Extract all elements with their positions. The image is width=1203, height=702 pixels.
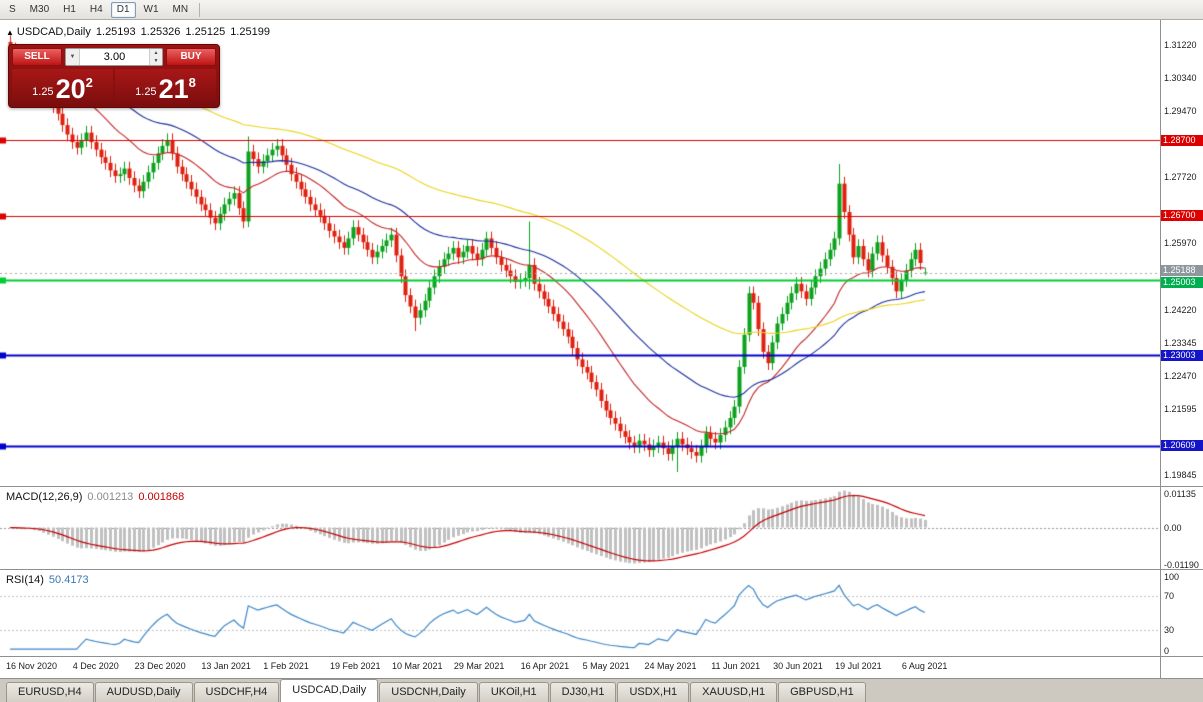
one-click-trading-panel: SELL ▼ 3.00 ▲ ▼ BUY 1.25 20 2 1.25 21 8 [8,44,220,108]
time-axis-label: 10 Mar 2021 [391,661,443,671]
price-badge-1.25003: 1.25003 [1161,276,1203,288]
chart-tab-audusd-daily[interactable]: AUDUSD,Daily [94,682,193,702]
time-axis-label: 11 Jun 2021 [711,661,761,671]
time-axis-label: 19 Feb 2021 [330,661,381,671]
rsi-axis-label: 30 [1164,625,1175,636]
chart-tab-usdcad-daily[interactable]: USDCAD,Daily [280,679,379,702]
price-axis-label: 1.24220 [1164,304,1197,315]
rsi-label: RSI(14) 50.4173 [6,574,89,586]
time-axis-divider [0,656,1203,657]
price-badge-1.26700: 1.26700 [1161,210,1203,222]
chart-tab-usdx-h1[interactable]: USDX,H1 [617,682,690,702]
ohlc-close: 1.25199 [230,26,270,38]
sell-price-prefix: 1.25 [32,86,54,98]
volume-field[interactable]: ▼ 3.00 ▲ ▼ [65,48,163,66]
time-axis-label: 16 Nov 2020 [6,661,58,671]
rsi-axis-label: 100 [1164,572,1180,582]
rsi-value: 50.4173 [48,574,89,586]
timeframe-button-w1[interactable]: W1 [143,3,159,15]
volume-spinner[interactable]: ▲ ▼ [149,49,162,65]
timeframe-toolbar: S M30 H1 H4 D1 W1 MN [0,0,1203,20]
macd-label: MACD(12,26,9) 0.001213 0.001868 [6,491,184,503]
rsi-name: RSI(14) [6,574,44,586]
timeframe-button-s[interactable]: S [9,3,16,15]
price-badge-1.20609: 1.20609 [1161,440,1203,452]
chart-tab-usdcnh-daily[interactable]: USDCNH,Daily [379,682,478,702]
price-badge-1.28700: 1.28700 [1161,134,1203,146]
spin-down-icon[interactable]: ▼ [153,58,159,64]
rsi-axis-label: 70 [1164,590,1175,601]
ohlc-low: 1.25125 [185,26,226,38]
price-axis-label: 1.23345 [1164,337,1197,348]
price-axis-label: 1.21595 [1164,403,1197,414]
buy-price-sup: 8 [188,75,196,90]
macd-indicator-canvas[interactable] [0,487,1160,569]
time-axis-label: 19 Jul 2021 [835,661,882,671]
buy-price-big: 21 [158,74,189,104]
chart-window: ▲ USDCAD,Daily 1.25193 1.25326 1.25125 1.2519… [0,20,1203,678]
macd-axis-label: 0.01135 [1164,489,1196,499]
time-axis-label: 5 May 2021 [582,661,630,671]
price-badge-1.25188: 1.25188 [1161,265,1203,277]
macd-main-value: 0.001213 [87,491,134,503]
price-axis-label: 1.19845 [1164,469,1197,480]
sell-price-sup: 2 [85,75,93,90]
time-axis-label: 29 Mar 2021 [453,661,505,671]
chart-tab-gbpusd-h1[interactable]: GBPUSD,H1 [778,682,866,702]
chart-tab-ukoil-h1[interactable]: UKOil,H1 [478,682,549,702]
chart-tab-dj30-h1[interactable]: DJ30,H1 [549,682,617,702]
time-axis-label: 4 Dec 2020 [72,661,119,671]
time-axis-label: 13 Jan 2021 [201,661,251,671]
price-axis-divider [1160,20,1161,678]
macd-signal-value: 0.001868 [138,491,185,503]
one-click-panel-arrow-icon[interactable]: ▲ [6,28,14,37]
rsi-indicator-canvas[interactable] [0,570,1160,656]
time-axis-label: 1 Feb 2021 [263,661,309,671]
price-axis-label: 1.25970 [1164,238,1197,249]
toolbar-separator [199,2,201,17]
timeframe-button-h4[interactable]: H4 [89,3,103,15]
spin-up-icon[interactable]: ▲ [153,50,159,56]
time-axis-label: 6 Aug 2021 [901,661,948,671]
timeframe-button-d1[interactable]: D1 [110,1,136,18]
macd-axis-label: -0.01190 [1164,560,1199,570]
time-axis-label: 23 Dec 2020 [134,661,186,671]
sell-price-display[interactable]: 1.25 20 2 [12,69,113,104]
buy-button[interactable]: BUY [166,48,216,66]
chart-symbol-label: USDCAD,Daily [16,26,91,38]
chart-tab-usdchf-h4[interactable]: USDCHF,H4 [193,682,280,702]
price-axis-label: 1.29470 [1164,106,1197,117]
buy-price-prefix: 1.25 [135,86,157,98]
time-axis-label: 16 Apr 2021 [520,661,570,671]
macd-axis-label: 0.00 [1164,522,1182,533]
chart-tab-xauusd-h1[interactable]: XAUUSD,H1 [690,682,778,702]
price-axis-label: 1.27720 [1164,172,1197,183]
price-axis-label: 1.22470 [1164,370,1197,381]
sell-button[interactable]: SELL [12,48,62,66]
timeframe-button-h1[interactable]: H1 [63,3,76,15]
macd-panel-divider[interactable] [0,486,1203,487]
chart-tab-eurusd-h4[interactable]: EURUSD,H4 [6,682,94,702]
time-axis-label: 30 Jun 2021 [773,661,823,671]
volume-dropdown-icon[interactable]: ▼ [66,49,80,65]
chart-tabs-bar: EURUSD,H4 AUDUSD,Daily USDCHF,H4 USDCAD,Dai… [0,678,1203,702]
volume-value[interactable]: 3.00 [103,51,126,63]
ohlc-high: 1.25326 [140,26,181,38]
time-axis-label: 24 May 2021 [644,661,697,671]
timeframe-button-mn[interactable]: MN [172,3,189,15]
timeframe-button-m30[interactable]: M30 [29,3,50,15]
rsi-axis-label: 0 [1164,646,1170,656]
buy-price-display[interactable]: 1.25 21 8 [115,69,216,104]
sell-price-big: 20 [55,74,86,104]
rsi-panel-divider[interactable] [0,569,1203,570]
chart-title: ▲ USDCAD,Daily 1.25193 1.25326 1.25125 1.2519… [6,26,275,38]
macd-name: MACD(12,26,9) [6,491,83,503]
price-badge-1.23003: 1.23003 [1161,349,1203,361]
price-axis-label: 1.31220 [1164,39,1197,50]
ohlc-open: 1.25193 [95,26,136,38]
price-axis-label: 1.30340 [1164,73,1197,84]
